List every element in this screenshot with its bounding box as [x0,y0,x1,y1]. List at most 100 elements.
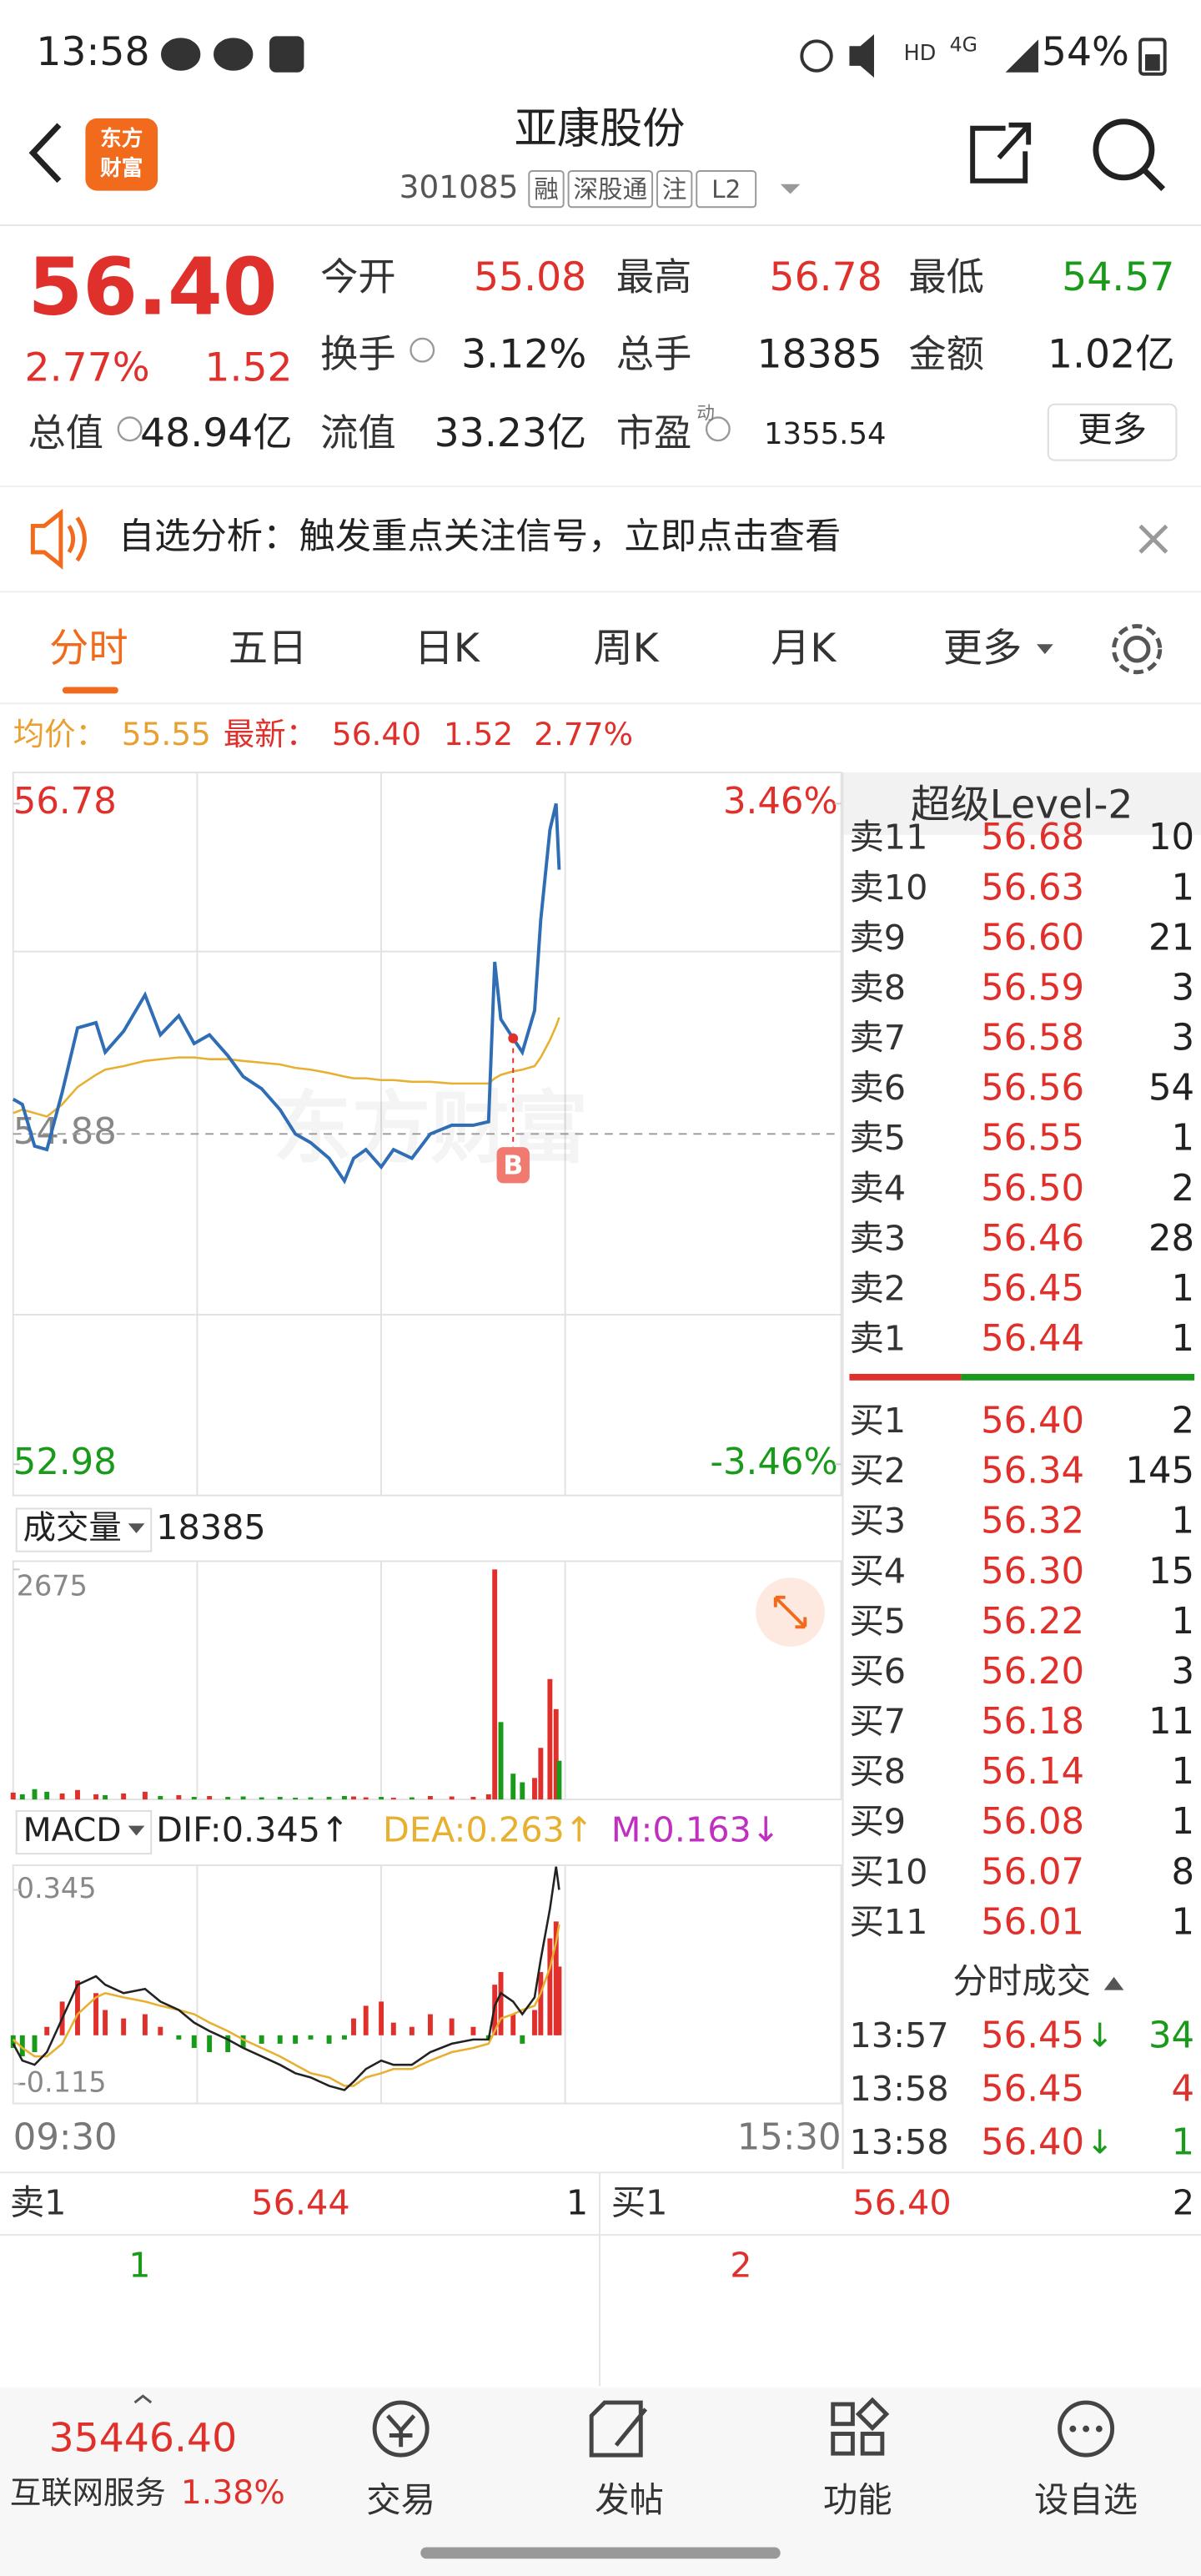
macd-bar [225,2035,231,2053]
volume-bar [10,1792,16,1800]
book-level: 卖5 [849,1118,906,1158]
expand-index[interactable] [133,2394,153,2404]
dropdown-icon[interactable] [128,1523,145,1534]
macd-bar [379,2001,384,2035]
macd-bar [449,2018,455,2035]
notice-bar[interactable] [0,486,1201,592]
volume-bar [498,1722,504,1800]
trade-time: 13:58 [849,2122,948,2162]
tag-box [528,169,565,209]
book-level: 买5 [849,1601,906,1641]
book-price: 56.56 [981,1068,1084,1109]
macd-selector[interactable] [15,1809,153,1855]
volume-bar [427,1796,433,1800]
field-label: 总手 [616,332,692,376]
macd-bar [342,2035,347,2040]
logo[interactable] [85,118,158,191]
dif-line [12,1866,560,2091]
volume-bar [176,1794,182,1800]
info-icon[interactable] [410,337,435,363]
volume-bar [547,1678,553,1800]
field-label: 流值 [320,411,396,455]
book-volume: 1 [1172,1268,1195,1310]
nav-icons[interactable] [372,2397,1115,2458]
tab[interactable]: 日K [415,626,480,672]
macd-bar [351,2018,356,2035]
search-button[interactable] [1093,118,1166,192]
trade-price: 56.45 [981,2068,1084,2110]
logo-text: 东方 [100,126,143,152]
macd-bar [498,1972,504,2035]
nav-item[interactable]: 交易 [366,2480,435,2520]
book-volume: 3 [1172,1018,1195,1059]
book-price: 56.22 [981,1601,1084,1643]
volume-selector[interactable] [15,1507,153,1552]
share-button[interactable] [970,122,1032,184]
back-button[interactable] [28,123,62,184]
pe-badge: 动 [696,404,715,425]
book-price: 56.55 [981,1118,1084,1160]
nav-item[interactable]: 发帖 [595,2480,664,2520]
book-volume: 1 [1172,1901,1195,1943]
macd-bar [121,2018,127,2035]
tab-dropdown-icon[interactable] [1037,644,1053,655]
stock-code: 301085 [399,169,519,205]
sort-icon[interactable] [1103,1976,1124,1990]
field-label: 总值 [28,411,103,455]
marker-label: B [503,1151,523,1181]
book-level: 买8 [849,1752,906,1792]
close-button[interactable] [1138,524,1168,554]
volume-bar [449,1796,455,1800]
tab[interactable]: 分时 [49,626,128,672]
tab[interactable]: 五日 [229,626,308,672]
tab[interactable]: 月K [771,626,837,672]
volume-bar [363,1797,369,1800]
trade-time: 13:58 [849,2069,948,2109]
speaker-icon [30,508,87,570]
marker-badge[interactable] [496,1147,530,1184]
y-tick-label: 54.88 [13,1111,117,1153]
dropdown-icon[interactable] [780,184,801,194]
info-icon[interactable] [705,416,731,442]
ask-count: 1 [128,2246,150,2286]
book-price: 56.20 [981,1651,1084,1693]
dropdown-icon[interactable] [128,1825,145,1836]
settings-button[interactable] [1112,624,1163,675]
trades-title: 分时成交 [953,1961,1091,2001]
nav-item[interactable]: 功能 [823,2480,892,2520]
tab[interactable]: 更多 [943,626,1023,672]
book-level: 买2 [849,1451,906,1491]
macd-bar [538,1972,544,2035]
book-level: 卖3 [849,1218,906,1258]
info-icon[interactable] [117,416,143,442]
last-label: 最新： [224,716,317,752]
nav-item[interactable]: 设自选 [1034,2480,1138,2520]
dea-line [12,1924,560,2087]
last-change-pct: 2.77% [534,716,633,752]
status-network: 4G [950,33,977,57]
field-value: 3.12% [461,332,586,378]
macd-bar [390,2022,396,2035]
field-label: 今开 [320,254,396,299]
more-button[interactable] [1047,403,1178,461]
trade-volume: 1 [1172,2121,1195,2163]
macd-bar [176,2035,182,2040]
macd-bar [293,2035,299,2044]
book-volume: 10 [1148,817,1194,858]
avg-value: 55.55 [122,716,211,752]
volume-title: 成交量 [23,1509,122,1547]
order-book-header [842,772,1201,835]
field-value: 1.02亿 [1048,332,1175,378]
tag: 注 [662,175,687,204]
trade-price: 56.40 [981,2121,1084,2163]
book-level: 卖9 [849,918,906,958]
book-price: 56.08 [981,1801,1084,1843]
marker-dot [508,1033,519,1044]
tab[interactable]: 周K [593,626,659,672]
y-tick-label: 56.78 [13,781,117,823]
macd-bar [553,1921,559,2035]
bid-strength [961,1373,1195,1381]
volume-bar [225,1797,231,1800]
volume-bar [240,1796,246,1800]
